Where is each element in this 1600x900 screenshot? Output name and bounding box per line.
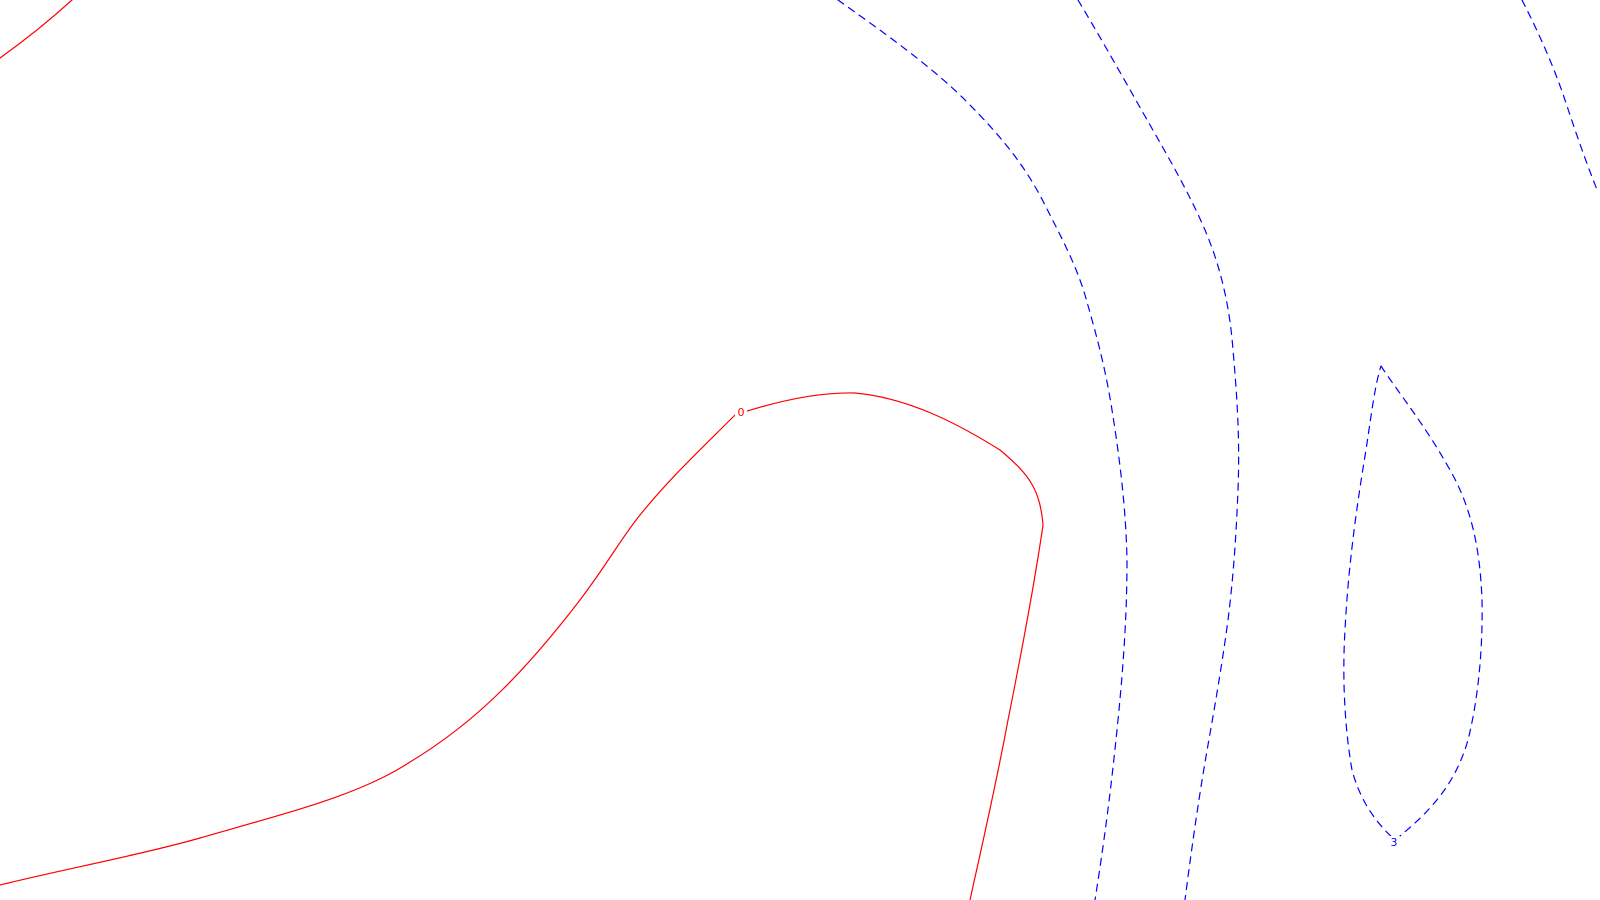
contour-label-3: 3: [1391, 836, 1398, 849]
contour-line-red-main: [0, 392, 1044, 900]
contour-line-blue-2: [1077, 0, 1240, 900]
contour-label-group-0: 0: [735, 405, 747, 419]
contour-label-group-3: 3: [1388, 836, 1400, 850]
contour-label-background: [1388, 836, 1400, 850]
contour-label-background: [735, 405, 747, 419]
contour-label-0: 0: [738, 406, 745, 419]
contour-line-blue-1: [837, 0, 1128, 900]
contour-line-blue-corner: [1521, 0, 1599, 193]
contour-line-red-corner: [0, 0, 73, 59]
